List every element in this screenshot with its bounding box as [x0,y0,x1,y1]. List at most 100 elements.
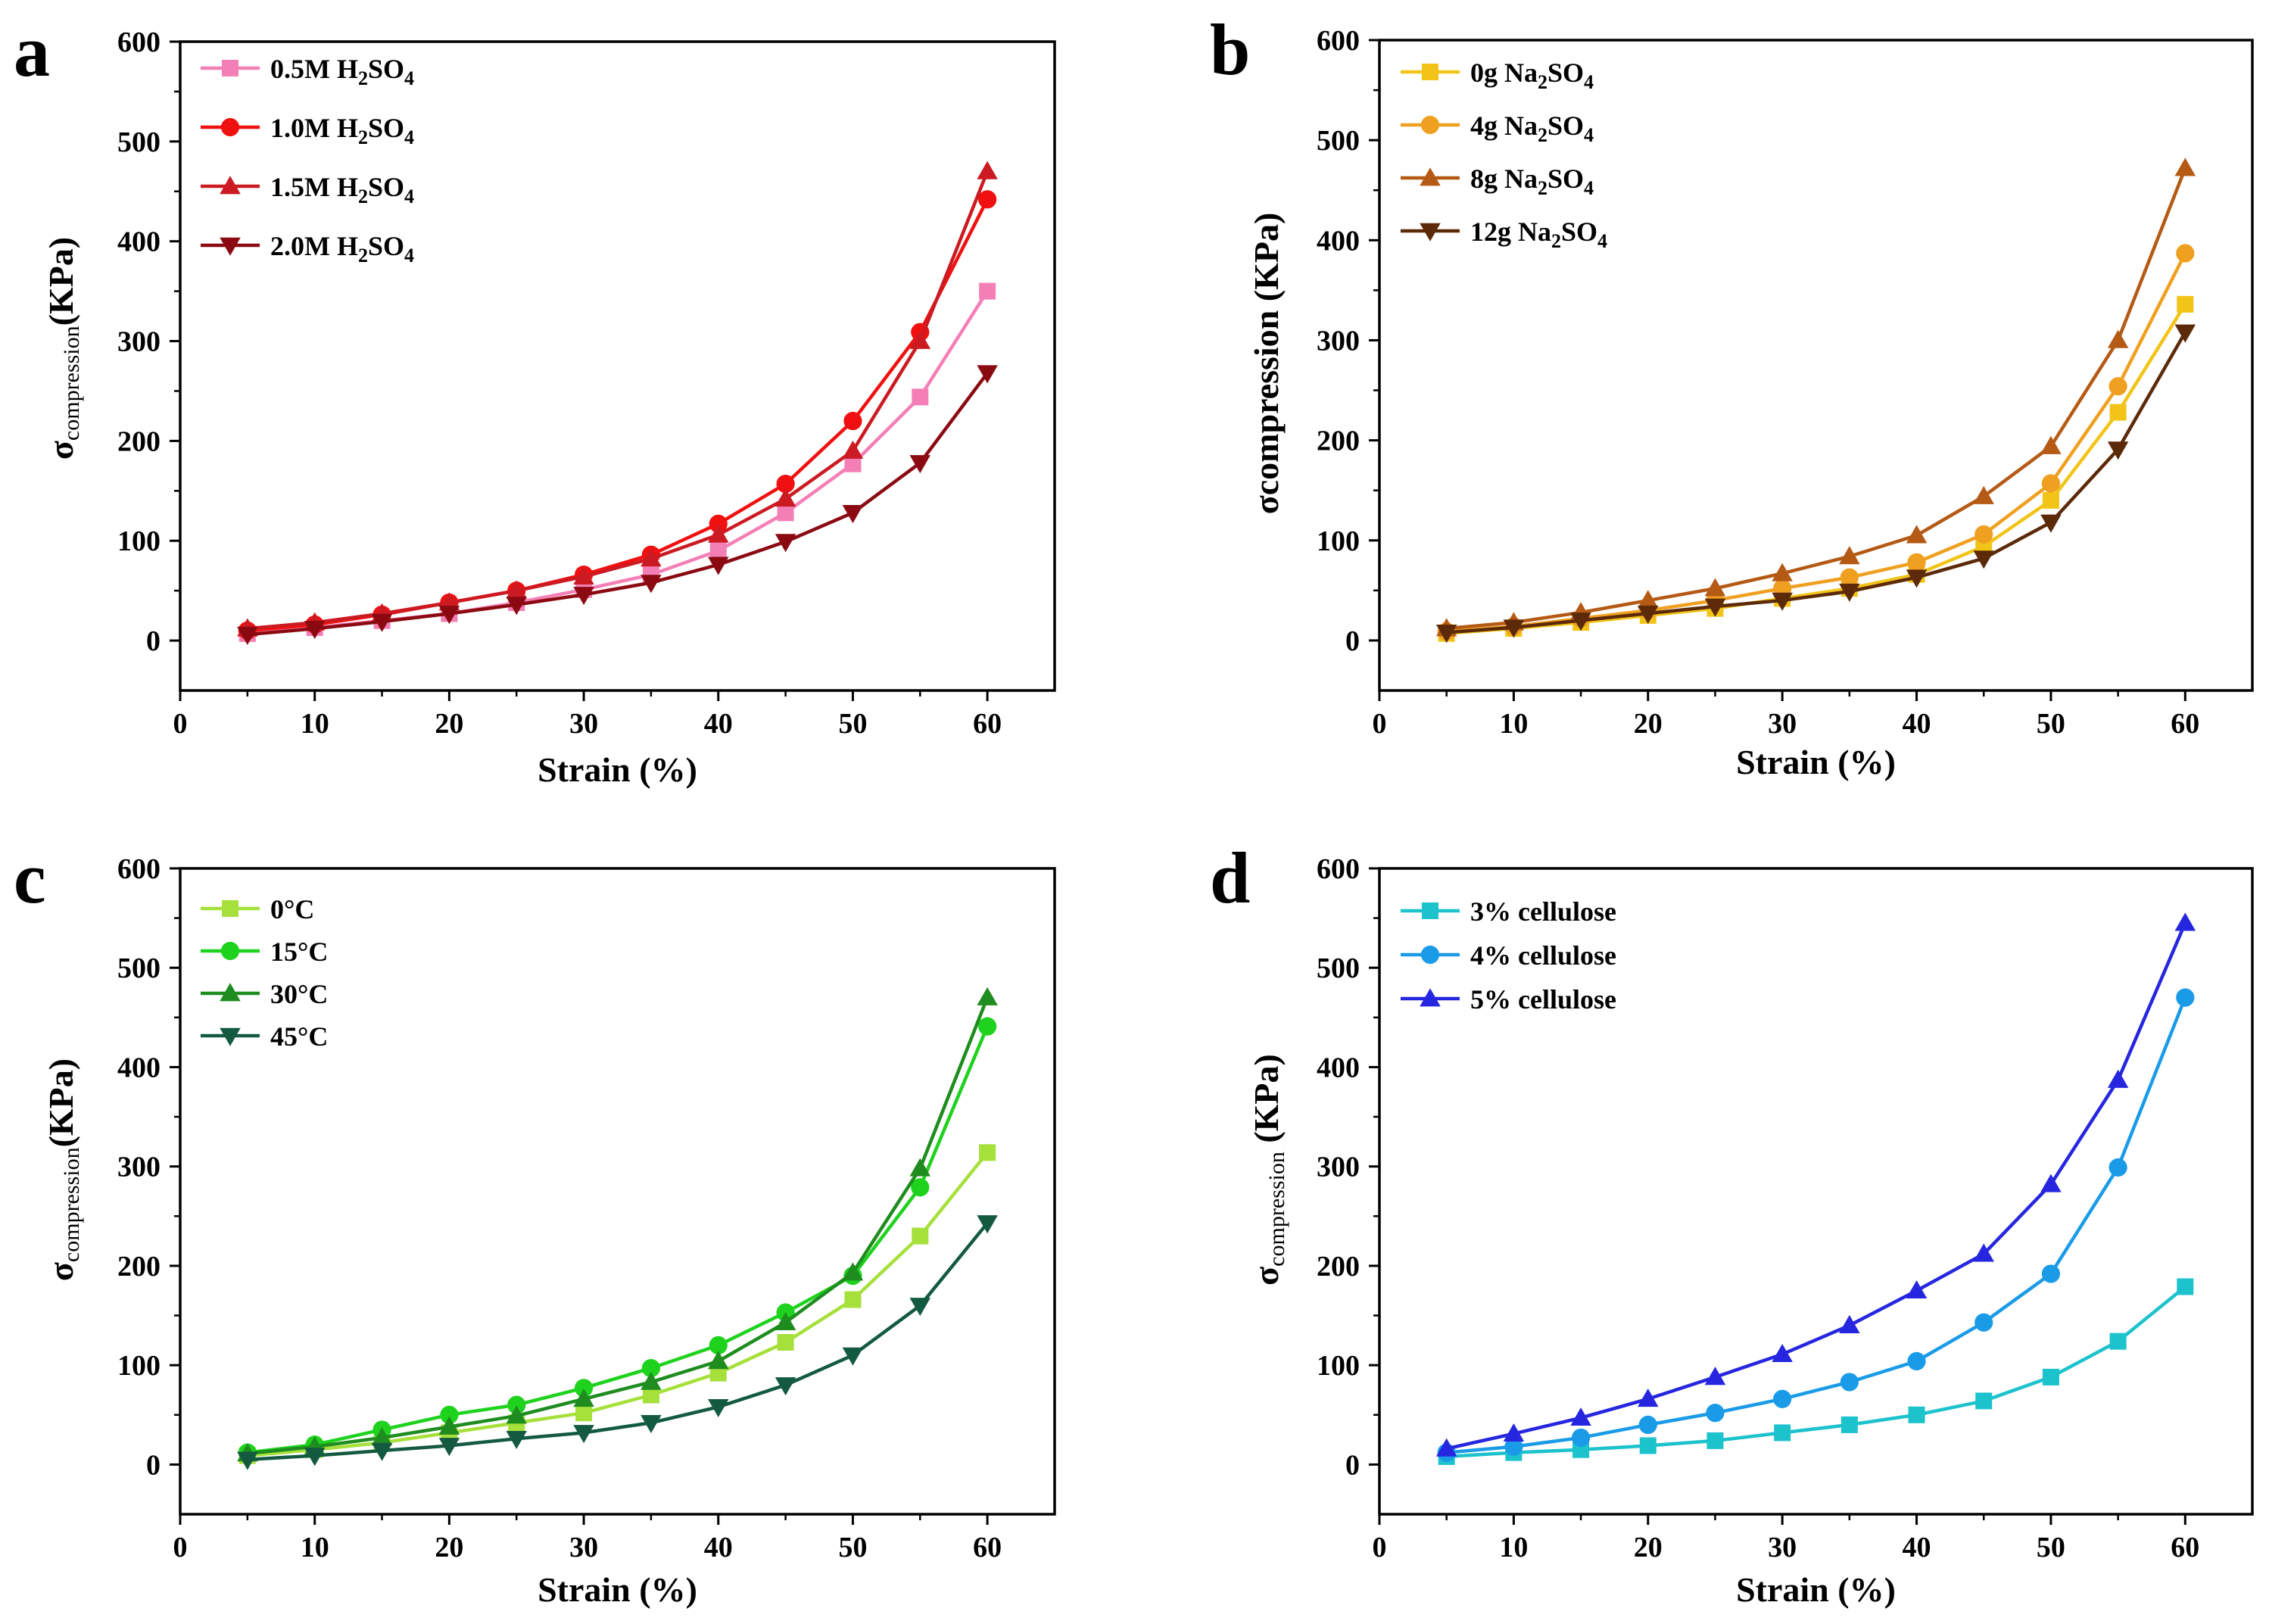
legend-entry: 1.0M H2​SO4​ [201,113,414,148]
data-point [909,330,931,349]
legend-entry: 1.5M H2​SO4​ [201,172,414,207]
plot-frame [1378,867,2254,1516]
data-point [1503,619,1525,638]
data-point [1435,625,1457,644]
series-4-cellulose [1437,988,2195,1462]
data-point [844,455,862,472]
y-tick-label: 0 [146,1449,161,1481]
data-point [1504,1437,1523,1456]
data-point [978,1017,997,1036]
data-point [1839,546,1860,565]
data-point [2107,1069,2129,1088]
x-tick-label: 0 [173,708,188,740]
x-tick-label: 60 [2171,1532,2199,1563]
legend-marker [220,117,240,137]
data-point [371,1442,393,1461]
data-point [775,488,796,507]
data-point [842,505,864,524]
data-point [1840,568,1859,587]
data-point [506,580,527,599]
data-point [844,1291,862,1308]
data-point [1773,1389,1792,1408]
data-point [979,1144,996,1161]
data-point [1906,569,1928,588]
data-point [2108,377,2127,396]
data-point [1840,1373,1859,1392]
legend-marker [220,983,241,1002]
legend-label: 2.0M H2​SO4​ [270,231,414,267]
y-tick-label: 600 [117,853,161,885]
data-point [371,1427,393,1446]
data-point [2174,157,2196,176]
legend-label: 0g Na2​SO4​ [1470,58,1594,93]
legend-label: 3% cellulose [1470,896,1616,927]
data-point [2108,1158,2127,1177]
legend-entry: 4g Na2​SO4​ [1401,111,1594,146]
x-tick-label: 30 [569,708,598,740]
data-point [2176,988,2195,1007]
legend-marker [220,176,241,195]
series-line [1446,167,2187,631]
data-point [1907,553,1926,572]
data-point [640,575,662,594]
series-line [1446,331,2187,634]
y-tick-label: 0 [146,625,161,657]
y-tick-label: 500 [1317,125,1360,157]
legend-marker [220,1027,241,1046]
legend-entry: 0°C [201,894,314,924]
legend-label: 1.0M H2​SO4​ [270,113,414,148]
legend-entry: 45°C [201,1021,328,1052]
data-point [909,455,931,474]
y-tick-label: 100 [117,525,161,557]
x-tick-label: 20 [1634,1532,1663,1563]
data-point [708,556,729,575]
data-point [2041,1264,2061,1283]
data-point [2174,912,2196,931]
data-point [909,1298,931,1317]
series-3-cellulose [1438,1278,2194,1465]
data-point [843,411,862,431]
y-axis-title: σcompression (KPa) [1247,213,1286,515]
y-tick-label: 400 [1317,225,1360,257]
data-point [842,1347,864,1366]
y-tick-label: 100 [1317,525,1360,557]
data-point [709,542,727,560]
plot-frame [1378,39,2254,692]
legend-label: 1.5M H2​SO4​ [270,172,414,207]
data-point [1570,613,1591,631]
data-point [304,1448,326,1467]
x-tick-label: 60 [2171,708,2199,740]
data-point [506,597,527,616]
y-tick-label: 400 [117,1052,161,1083]
data-point [909,1158,931,1177]
legend-label: 15°C [270,937,328,967]
data-point [237,1451,258,1470]
data-point [709,514,728,533]
x-tick-label: 40 [704,708,733,740]
x-tick-label: 0 [173,1532,188,1563]
data-point [979,282,996,300]
legend-label: 45°C [270,1021,328,1052]
series-0-c [238,1144,996,1464]
data-point [708,1351,729,1370]
data-point [1973,1243,1994,1262]
series-4g-na2so4 [1437,244,2195,641]
legend-entry: 8g Na2​SO4​ [1401,164,1594,199]
series-line [247,1222,989,1462]
series-2-0m-h2so4 [237,365,998,645]
y-tick-label: 200 [117,1251,161,1283]
data-point [1772,592,1793,611]
x-tick-label: 50 [838,1532,867,1563]
data-point [912,1227,929,1245]
legend-entry: 5% cellulose [1401,984,1616,1015]
data-point [977,987,998,1005]
data-point [575,1404,593,1422]
data-point [1774,1424,1791,1442]
x-tick-label: 0 [1373,708,1387,740]
legend-entry: 3% cellulose [1401,896,1616,927]
series-line [247,372,989,637]
y-tick-label: 400 [1317,1052,1360,1083]
x-tick-label: 50 [838,708,867,740]
legend-entry: 15°C [201,937,328,967]
